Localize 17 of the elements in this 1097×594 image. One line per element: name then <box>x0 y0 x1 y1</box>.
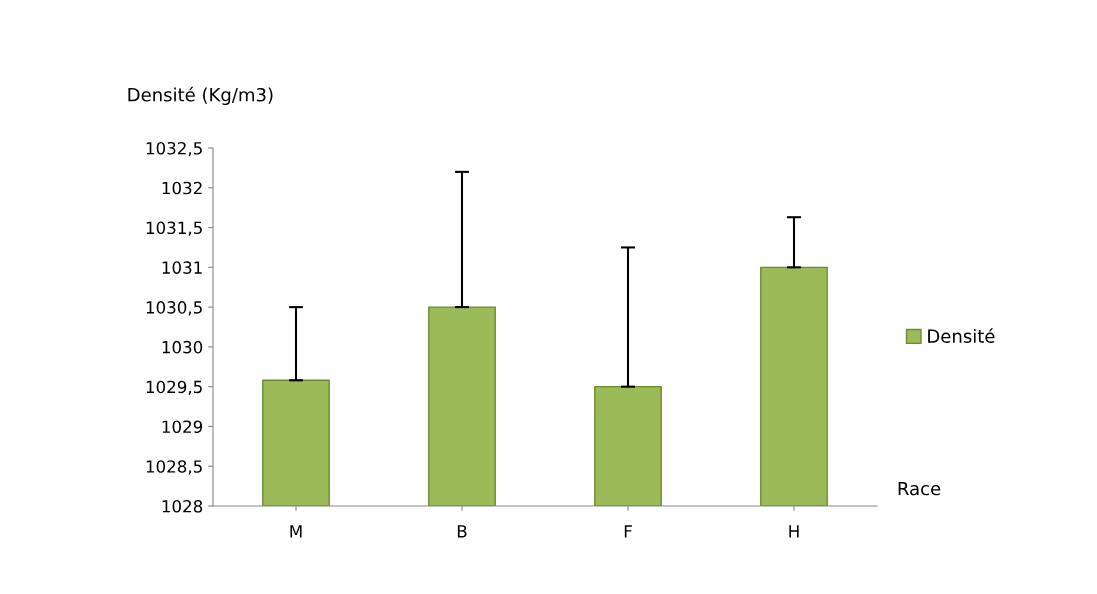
y-tick-label: 1030,5 <box>146 301 202 316</box>
y-tick-label: 1029 <box>162 420 203 434</box>
y-tick-label: 1028,5 <box>146 460 202 475</box>
x-tick-label: B <box>457 525 467 538</box>
y-tick-label: 1031,5 <box>146 221 202 236</box>
y-tick-label: 1031 <box>162 261 202 274</box>
y-tick-label: 1029,5 <box>146 380 202 395</box>
y-tick-label: 1028 <box>162 499 203 513</box>
legend-label: Densité <box>928 328 995 343</box>
x-tick-label: M <box>290 525 302 538</box>
y-axis-title: Densité (Kg/m3) <box>128 86 273 106</box>
x-tick-label: H <box>789 525 799 538</box>
x-axis-title: Race <box>898 481 941 496</box>
y-tick-label: 1030 <box>162 340 203 354</box>
y-tick-label: 1032,5 <box>146 141 202 157</box>
y-tick-label: 1032 <box>162 181 202 195</box>
x-tick-label: F <box>624 525 632 538</box>
